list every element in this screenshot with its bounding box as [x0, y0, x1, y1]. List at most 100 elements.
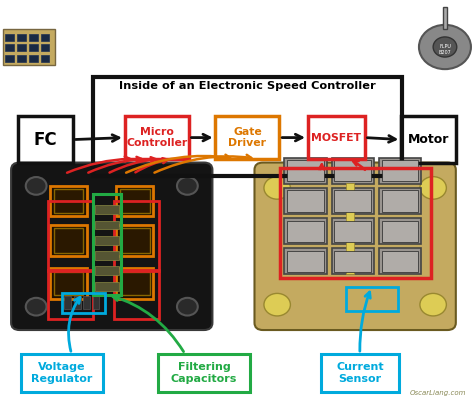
- Bar: [308, 116, 365, 159]
- Bar: [17, 34, 26, 41]
- Bar: [74, 296, 81, 309]
- Bar: [382, 190, 419, 212]
- Bar: [120, 228, 150, 253]
- Bar: [334, 221, 371, 242]
- Bar: [95, 205, 119, 214]
- Bar: [114, 201, 159, 271]
- Circle shape: [177, 177, 198, 195]
- Bar: [41, 34, 49, 41]
- Bar: [117, 268, 154, 299]
- Bar: [95, 266, 119, 275]
- Bar: [21, 354, 103, 392]
- Text: Voltage
Regulator: Voltage Regulator: [31, 362, 93, 384]
- Bar: [287, 190, 324, 212]
- Bar: [64, 296, 71, 309]
- Bar: [382, 160, 419, 181]
- Bar: [5, 55, 14, 62]
- Bar: [379, 248, 421, 274]
- Bar: [50, 225, 87, 257]
- Text: Inside of an Electronic Speed Controller: Inside of an Electronic Speed Controller: [119, 81, 376, 91]
- FancyBboxPatch shape: [11, 162, 212, 330]
- Bar: [379, 188, 421, 214]
- Circle shape: [264, 177, 291, 199]
- Bar: [50, 268, 87, 299]
- Bar: [287, 251, 324, 272]
- Bar: [331, 218, 374, 244]
- Bar: [158, 354, 250, 392]
- Text: OscarLiang.com: OscarLiang.com: [410, 390, 466, 396]
- Bar: [382, 251, 419, 272]
- Bar: [5, 34, 14, 41]
- Bar: [29, 44, 37, 51]
- Bar: [346, 183, 354, 274]
- Bar: [117, 225, 154, 257]
- Circle shape: [177, 298, 198, 316]
- Bar: [95, 236, 119, 245]
- Bar: [95, 221, 119, 229]
- Bar: [95, 282, 119, 290]
- Text: Gate
Driver: Gate Driver: [228, 127, 266, 148]
- Text: Motor: Motor: [408, 133, 449, 146]
- Bar: [443, 7, 447, 29]
- Bar: [379, 158, 421, 184]
- Bar: [331, 158, 374, 184]
- Bar: [114, 270, 159, 319]
- Text: Current
Sensor: Current Sensor: [336, 362, 383, 384]
- Bar: [401, 116, 456, 163]
- Bar: [287, 221, 324, 242]
- Bar: [17, 55, 26, 62]
- Bar: [48, 201, 92, 271]
- Bar: [50, 186, 87, 216]
- Bar: [331, 188, 374, 214]
- Circle shape: [419, 25, 471, 69]
- Bar: [41, 55, 49, 62]
- Bar: [321, 354, 399, 392]
- Circle shape: [420, 293, 447, 316]
- Bar: [216, 116, 279, 159]
- Bar: [334, 190, 371, 212]
- Bar: [54, 189, 83, 213]
- Bar: [331, 248, 374, 274]
- Text: Filtering
Capacitors: Filtering Capacitors: [171, 362, 237, 384]
- Bar: [29, 55, 37, 62]
- Bar: [284, 188, 327, 214]
- Bar: [54, 271, 83, 295]
- Bar: [54, 228, 83, 253]
- Bar: [125, 116, 189, 159]
- Bar: [41, 44, 49, 51]
- Bar: [120, 271, 150, 295]
- Bar: [95, 251, 119, 260]
- Circle shape: [433, 37, 457, 57]
- Circle shape: [264, 293, 291, 316]
- Bar: [93, 296, 100, 309]
- Text: Micro
Controller: Micro Controller: [126, 127, 187, 148]
- Bar: [18, 116, 73, 163]
- FancyBboxPatch shape: [3, 29, 55, 65]
- Bar: [334, 251, 371, 272]
- Circle shape: [26, 177, 46, 195]
- Circle shape: [26, 298, 46, 316]
- Bar: [117, 186, 154, 216]
- Bar: [280, 168, 431, 278]
- Text: FC: FC: [34, 130, 57, 149]
- Text: MOSFET: MOSFET: [311, 133, 361, 143]
- Bar: [346, 286, 398, 311]
- Bar: [93, 77, 402, 176]
- Bar: [48, 270, 92, 319]
- Bar: [382, 221, 419, 242]
- Bar: [5, 44, 14, 51]
- FancyBboxPatch shape: [255, 162, 456, 330]
- Bar: [83, 296, 90, 309]
- Bar: [62, 292, 105, 313]
- Bar: [334, 160, 371, 181]
- Text: FLPU
B207: FLPU B207: [438, 44, 451, 55]
- Circle shape: [420, 177, 447, 199]
- Bar: [29, 34, 37, 41]
- Bar: [284, 248, 327, 274]
- Bar: [284, 158, 327, 184]
- Bar: [287, 160, 324, 181]
- Bar: [379, 218, 421, 244]
- Bar: [120, 189, 150, 213]
- Bar: [93, 194, 121, 295]
- Bar: [17, 44, 26, 51]
